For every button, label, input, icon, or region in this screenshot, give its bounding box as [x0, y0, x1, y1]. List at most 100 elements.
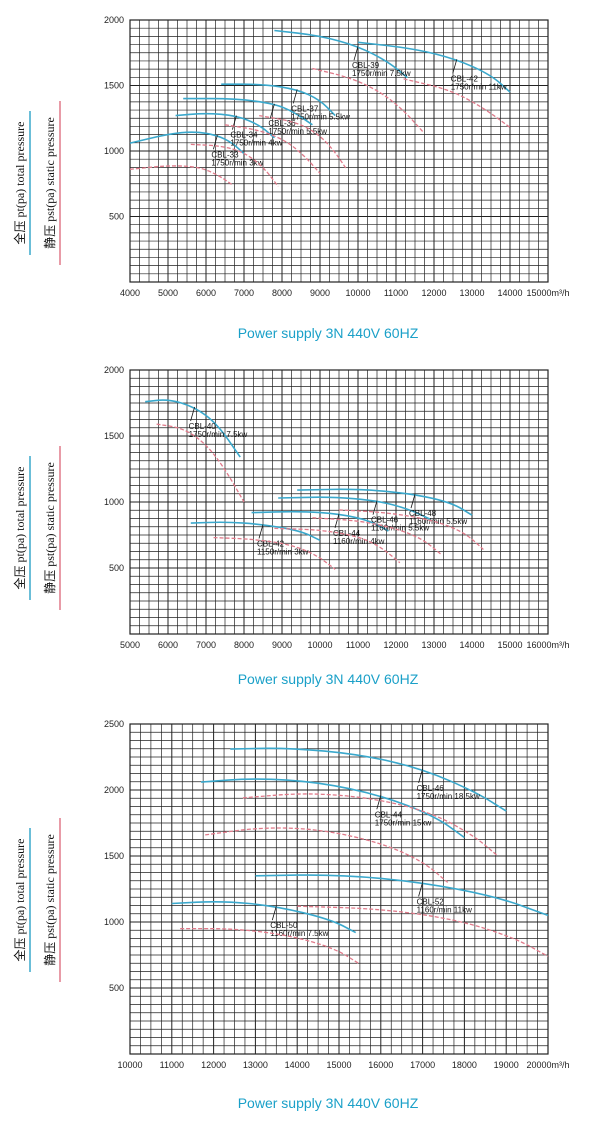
series-speed-power-label: 1160r/min 5.5kw	[371, 524, 429, 533]
y-axis-label-static: 静压 pst(pa) static pressure	[43, 834, 57, 966]
series-speed-power-label: 1750r/min 15kw	[375, 818, 432, 827]
y-tick-label: 2500	[104, 719, 124, 729]
y-tick-label: 1500	[104, 81, 124, 91]
plot-frame	[129, 19, 549, 283]
series-line-total	[221, 83, 336, 117]
series-line-total	[297, 488, 473, 516]
series-model-label: CBL-46	[417, 784, 445, 793]
series-line-total	[230, 747, 507, 812]
series-line-static	[213, 536, 336, 570]
y-tick-label: 1000	[104, 497, 124, 507]
y-tick-label: 500	[109, 212, 124, 222]
chart-2: 5000 6000 7000 8000 9000 10000 11000 12000 13000…	[12, 365, 570, 687]
series-speed-power-label: 1160r/min 4kw	[333, 537, 385, 546]
series-line-static	[312, 517, 443, 556]
x-tick-label: 5000	[158, 288, 178, 298]
annotation-leader	[213, 135, 218, 150]
annotation-leader	[270, 103, 275, 118]
annotation-leader	[372, 500, 378, 515]
power-supply-caption: Power supply 3N 440V 60HZ	[238, 325, 419, 341]
series-line-static	[242, 793, 499, 857]
x-tick-label: 6000	[158, 640, 178, 650]
x-tick-label: 15000	[326, 1060, 351, 1070]
series-line-total	[190, 521, 321, 542]
series-line-static	[224, 124, 321, 174]
annotation-leader	[410, 493, 416, 509]
series-speed-power-label: 1750r/min 7.5kw	[352, 69, 411, 78]
series-speed-power-label: 1160r/min 7.5kw	[270, 929, 328, 938]
plot-frame	[129, 723, 549, 1055]
x-tick-label: 13000	[459, 288, 484, 298]
y-tick-label: 1000	[104, 917, 124, 927]
series-model-label: CBL-44	[375, 810, 403, 819]
x-tick-label: 9000	[310, 288, 330, 298]
series-speed-power-label: 1750r/min 5.5kw	[268, 127, 327, 136]
series-model-label: CBL-46	[371, 516, 399, 525]
x-tick-label: 14000	[459, 640, 484, 650]
annotation-leader	[190, 406, 195, 422]
y-tick-label: 1500	[104, 431, 124, 441]
x-tick-label: 11000	[384, 288, 408, 298]
series-speed-power-label: 1750r/min 18.5kw	[417, 792, 480, 801]
series-line-static	[190, 143, 279, 187]
annotation-leader	[452, 59, 458, 74]
series-speed-power-label: 1750r/min 5.5kw	[291, 112, 350, 121]
series-line-static	[338, 509, 484, 550]
annotation-leader	[353, 46, 359, 61]
y-tick-label: 2000	[104, 365, 124, 375]
series-line-static	[205, 827, 449, 883]
chart-3: 10000 11000 12000 13000 14000 15000 16000 17000…	[12, 719, 570, 1111]
series-speed-power-label: 1160r/min 5.5kw	[409, 517, 467, 526]
x-tick-label: 14000	[497, 288, 522, 298]
annotation-leader	[376, 795, 382, 810]
series-model-label: CBL-42	[257, 539, 285, 548]
series-line-total	[274, 29, 408, 79]
y-tick-label: 500	[109, 563, 124, 573]
y-axis-label-total: 全压 pt(pa) total pressure	[12, 467, 27, 590]
x-tick-label: 8000	[272, 288, 292, 298]
annotation-leader	[418, 882, 423, 897]
series-model-label: CBL-42	[451, 74, 479, 83]
x-tick-label: 12000	[421, 288, 446, 298]
series-speed-power-label: 1150r/min 3kw	[257, 547, 309, 556]
series-line-static	[274, 527, 401, 564]
x-tick-label: 8000	[234, 640, 254, 650]
series-model-label: CBL-52	[417, 897, 445, 906]
x-tick-label: 13000	[421, 640, 446, 650]
x-tick-label: 11000	[160, 1060, 184, 1070]
series-speed-power-label: 1750r/min 3kw	[211, 158, 263, 167]
y-tick-label: 500	[109, 983, 124, 993]
plot-frame	[129, 369, 549, 635]
series-model-label: CBL-36	[268, 119, 296, 128]
y-axis-label-static: 静压 pst(pa) static pressure	[43, 462, 57, 594]
series-line-total	[175, 112, 275, 139]
annotation-leader	[418, 768, 423, 783]
series-speed-power-label: 1160r/min 11kw	[417, 905, 473, 914]
x-tick-label: 10000	[345, 288, 370, 298]
series-speed-power-label: 1750r/min 7.5kw	[189, 430, 248, 439]
series-line-static	[129, 165, 233, 186]
y-tick-label: 1000	[104, 146, 124, 156]
x-tick-label: 17000	[410, 1060, 435, 1070]
annotation-leader	[232, 115, 237, 130]
series-model-label: CBL-40	[189, 422, 217, 431]
chart-1: 4000 5000 6000 7000 8000 9000 10000 11000 12000 1…	[12, 15, 570, 341]
x-tick-label: 18000	[452, 1060, 477, 1070]
power-supply-caption: Power supply 3N 440V 60HZ	[238, 671, 419, 687]
annotation-leader	[271, 906, 277, 921]
series-model-label: CBL-50	[270, 921, 298, 930]
x-tick-label: 10000	[117, 1060, 142, 1070]
power-supply-caption: Power supply 3N 440V 60HZ	[238, 1095, 419, 1111]
x-tick-label: 4000	[120, 288, 140, 298]
x-tick-label: 5000	[120, 640, 140, 650]
x-tick-label: 16000	[368, 1060, 393, 1070]
x-tick-label: 9000	[272, 640, 292, 650]
series-model-label: CBL-33	[211, 150, 239, 159]
y-tick-label: 1500	[104, 851, 124, 861]
x-tick-label: 15000	[497, 640, 522, 650]
series-line-static	[297, 905, 549, 957]
series-line-total	[183, 97, 313, 126]
x-tick-label: 10000	[307, 640, 332, 650]
